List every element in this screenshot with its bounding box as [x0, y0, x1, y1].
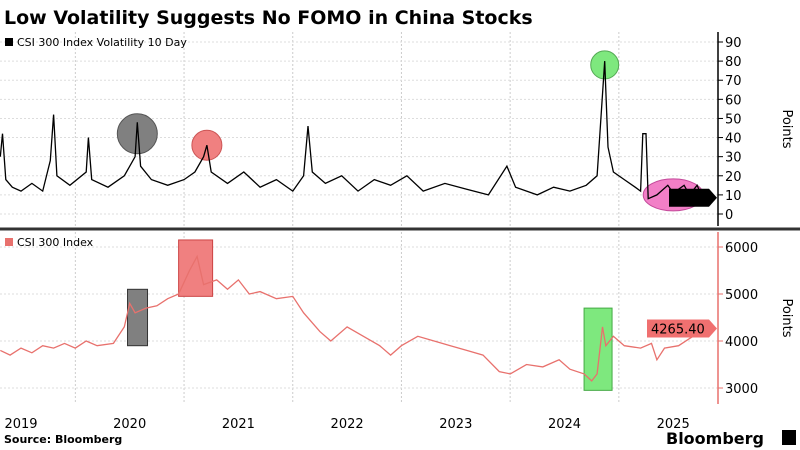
y-axis-title: Points: [779, 298, 794, 337]
y-tick-label: 5000: [725, 288, 758, 303]
y-tick-label: 60: [725, 93, 742, 108]
x-tick-label: 2023: [439, 417, 472, 432]
legend-swatch-volatility: [5, 38, 13, 46]
source-note: Source: Bloomberg: [4, 433, 122, 446]
y-tick-label: 80: [725, 55, 742, 70]
last-value-label: 4265.40: [651, 323, 705, 338]
legend-volatility: CSI 300 Index Volatility 10 Day: [17, 36, 187, 49]
volatility-panel: 0 10 20 30 40 50 60 70 80 90 Points 8.50: [0, 32, 794, 226]
last-value-label: 8.50: [673, 192, 702, 207]
last-value-badge: [647, 319, 717, 338]
y-tick-label: 30: [725, 151, 742, 166]
x-tick-label: 2021: [222, 417, 255, 432]
bloomberg-logo-icon: [782, 430, 796, 445]
legend-swatch-index: [5, 238, 13, 246]
x-tick-label: 2020: [113, 417, 146, 432]
y-tick-label: 20: [725, 170, 742, 185]
highlight-circle-gray: [116, 113, 158, 155]
bloomberg-logo: Bloomberg: [666, 429, 764, 448]
x-tick-label: 2025: [657, 417, 690, 432]
y-tick-label: 70: [725, 74, 742, 89]
chart-title: Low Volatility Suggests No FOMO in China…: [4, 7, 533, 29]
x-tick-label: 2024: [548, 417, 581, 432]
highlight-box-green: [583, 307, 613, 391]
legend-index: CSI 300 Index: [17, 236, 94, 249]
x-tick-label: 2022: [331, 417, 364, 432]
y-tick-label: 6000: [725, 241, 758, 256]
y-tick-label: 90: [725, 36, 742, 51]
index-panel: 3000 4000 5000 6000 Points 4265.40: [0, 232, 794, 404]
y-axis-title: Points: [779, 109, 794, 148]
y-tick-label: 3000: [725, 382, 758, 397]
y-tick-label: 10: [725, 189, 742, 204]
last-value-badge: [669, 188, 717, 207]
highlight-box-red: [178, 239, 214, 297]
y-tick-label: 0: [725, 208, 733, 223]
x-axis: 2019 2020 2021 2022 2023 2024 2025: [4, 417, 689, 432]
y-tick-label: 4000: [725, 335, 758, 350]
y-tick-label: 40: [725, 132, 742, 147]
volatility-line: [0, 61, 704, 200]
index-line: [0, 254, 703, 382]
highlight-box-gray: [127, 288, 149, 347]
x-tick-label: 2019: [4, 417, 37, 432]
y-tick-label: 50: [725, 112, 742, 127]
